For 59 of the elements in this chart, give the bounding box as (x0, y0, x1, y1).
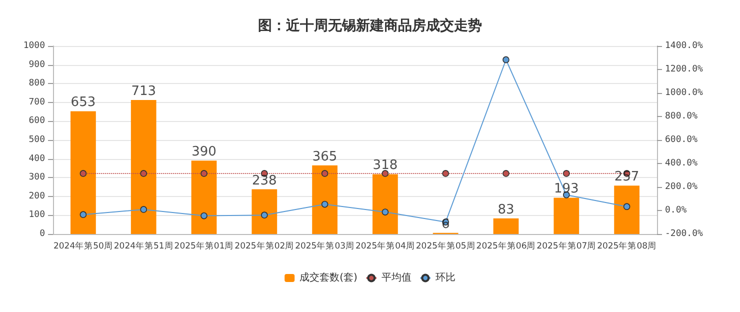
y2-tick-label: 0.0% (665, 206, 688, 216)
y2-tick-label: 600.0% (665, 135, 698, 145)
bar (252, 189, 278, 234)
y-tick-label: 200 (28, 191, 45, 202)
y2-tick-label: 400.0% (665, 158, 698, 168)
y2-tick-label: 1000.0% (665, 88, 704, 98)
x-tick-label: 2025年第03周 (295, 240, 355, 252)
data-label: 390 (192, 144, 216, 160)
y2-tick-label: 800.0% (665, 112, 698, 122)
y-tick-label: 600 (28, 116, 45, 126)
data-label: 365 (312, 149, 338, 164)
x-tick-label: 2024年第50周 (53, 240, 113, 252)
bar (372, 174, 398, 234)
y-tick-label: 1000 (23, 41, 45, 51)
data-label: 257 (614, 170, 640, 185)
x-tick-label: 2025年第06周 (476, 240, 536, 252)
x-tick-label: 2025年第08周 (597, 240, 657, 252)
y-tick-label: 100 (28, 210, 45, 220)
y2-tick-label: -200.0% (665, 229, 704, 239)
x-tick-label: 2025年第07周 (536, 240, 596, 252)
point (140, 206, 147, 213)
y-tick-label: 900 (28, 60, 45, 70)
y2-tick-label: 200.0% (665, 182, 698, 192)
data-label: 318 (372, 158, 398, 174)
data-label: 653 (70, 95, 96, 110)
legend-label: 环比 (435, 272, 456, 284)
x-tick-label: 2024年第51周 (114, 240, 174, 252)
y2-tick-label: 1400.0% (665, 41, 704, 51)
point (382, 208, 389, 216)
chart-title: 图：近十周无锡新建商品房成交走势 (258, 17, 482, 34)
bar (312, 165, 338, 234)
y2-tick-label: 1200.0% (665, 64, 704, 74)
point (321, 200, 328, 208)
bar (70, 111, 96, 234)
y-tick-label: 0 (40, 229, 45, 239)
bar (614, 186, 640, 234)
bar (191, 160, 217, 234)
x-tick-label: 2025年第05周 (416, 240, 476, 252)
point (623, 203, 630, 210)
y-tick-label: 400 (28, 154, 45, 164)
point (200, 212, 208, 220)
point (502, 56, 510, 64)
legend-label: 平均值 (381, 272, 412, 284)
x-tick-label: 2025年第04周 (355, 240, 415, 252)
bar (130, 100, 156, 234)
y-tick-label: 300 (28, 172, 45, 183)
data-label: 83 (498, 202, 514, 218)
bar (493, 218, 519, 234)
legend-label: 成交套数(套) (300, 272, 358, 284)
point (261, 212, 268, 218)
data-label: 238 (252, 173, 277, 188)
data-label: 713 (131, 84, 156, 99)
x-tick-label: 2025年第01周 (174, 240, 234, 252)
x-tick-label: 2025年第02周 (234, 240, 294, 252)
y-tick-label: 800 (28, 78, 45, 89)
point (80, 211, 87, 218)
y-tick-label: 700 (28, 97, 45, 108)
y-tick-label: 500 (28, 135, 45, 145)
bar (554, 198, 580, 234)
